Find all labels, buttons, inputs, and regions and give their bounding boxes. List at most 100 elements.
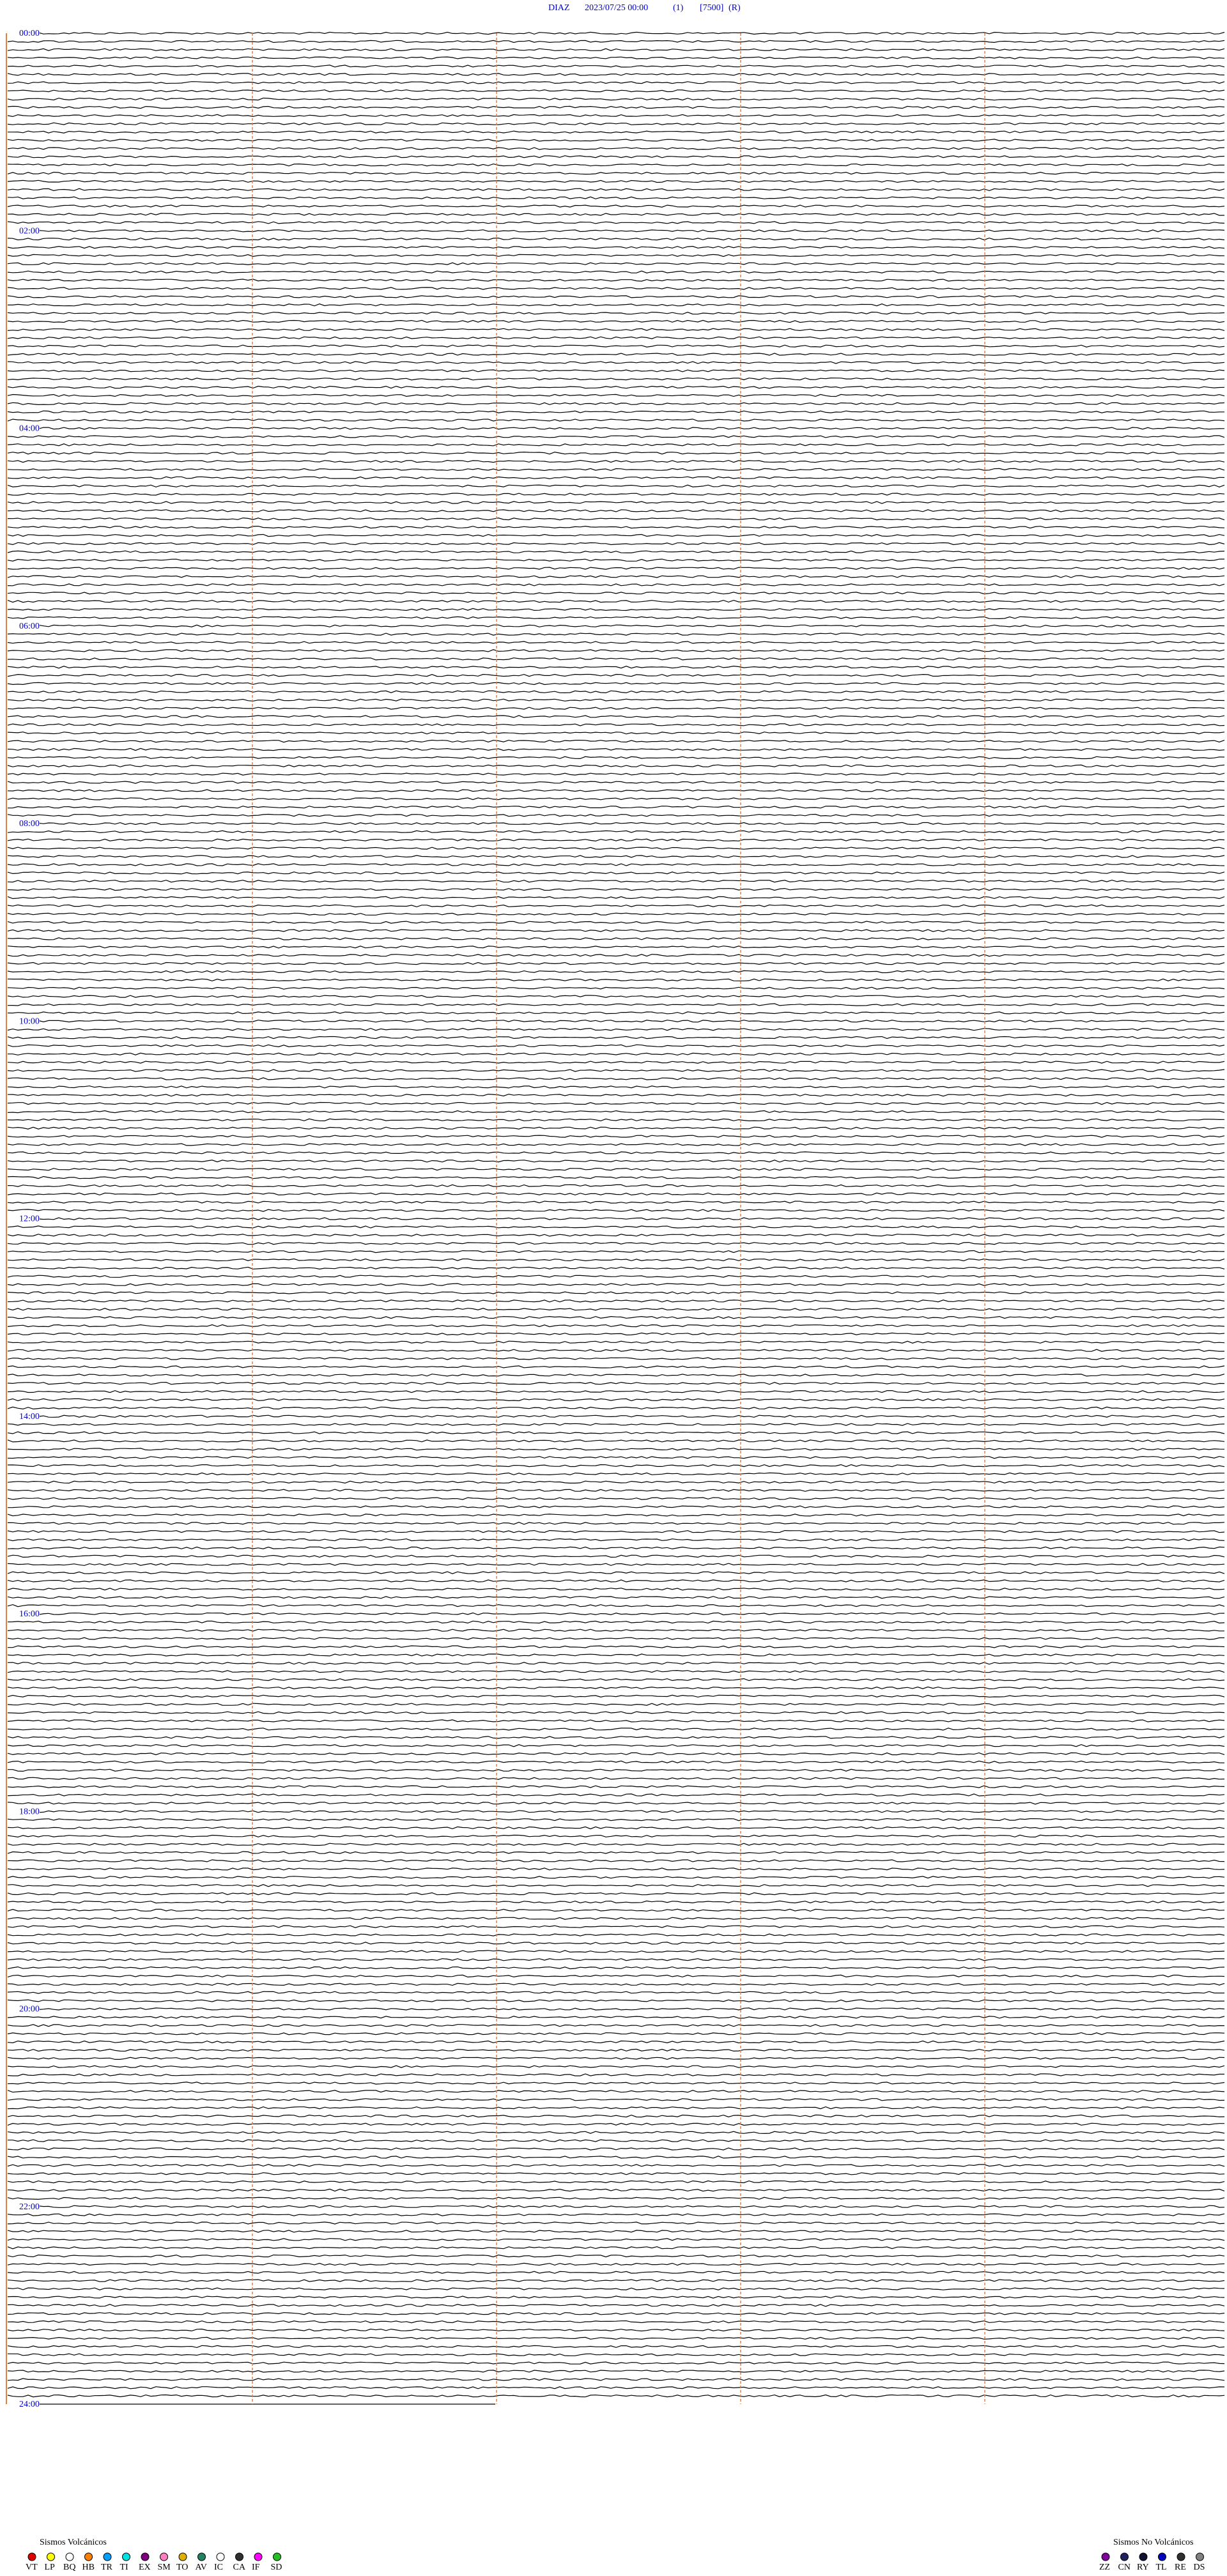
legend-code: HB [82, 2563, 95, 2572]
trace [7, 1291, 1225, 1294]
trace [7, 1859, 1225, 1862]
legend-code: CA [233, 2563, 246, 2572]
trace [7, 1176, 1225, 1179]
trace [7, 1300, 1225, 1303]
trace [7, 871, 1225, 875]
trace [7, 962, 1225, 965]
trace [7, 550, 1225, 554]
legend-code: TR [101, 2563, 113, 2572]
trace [7, 1629, 1224, 1632]
label-bg [8, 621, 40, 630]
trace [7, 772, 1225, 776]
trace [8, 1266, 1225, 1270]
trace [7, 1143, 1225, 1146]
trace [7, 707, 1225, 710]
label-bg [8, 1411, 40, 1420]
trace [7, 254, 1225, 257]
trace [7, 682, 1225, 686]
trace [7, 1785, 1225, 1788]
time-label: 12:00 [19, 1215, 40, 1224]
trace [7, 583, 1225, 586]
legend-code: VT [26, 2563, 38, 2572]
legend-dot [254, 2552, 263, 2561]
trace [7, 1126, 1225, 1130]
trace [7, 1110, 1225, 1114]
trace [7, 1933, 1225, 1936]
legend-dot [84, 2552, 93, 2561]
label-bg [8, 2400, 40, 2408]
trace [7, 2024, 1225, 2027]
label-bg [8, 1214, 40, 1223]
trace [7, 2230, 1225, 2233]
trace [7, 2172, 1225, 2175]
trace [7, 986, 1225, 990]
trace [7, 1307, 1225, 1311]
trace [7, 1744, 1225, 1747]
trace [7, 723, 1225, 726]
trace [7, 1225, 1225, 1229]
legend-code: LP [45, 2563, 56, 2572]
trace [7, 1069, 1225, 1072]
trace [7, 1135, 1225, 1138]
trace [7, 1423, 1225, 1426]
trace [7, 443, 1225, 447]
trace [7, 2353, 1225, 2356]
trace [7, 591, 1225, 595]
time-label: 00:00 [19, 29, 40, 38]
trace [7, 1077, 1225, 1080]
trace [7, 336, 1225, 340]
trace [7, 2007, 1225, 2011]
trace [7, 1324, 1225, 1328]
trace [7, 1752, 1225, 1756]
trace [7, 830, 1225, 834]
legend-dot [197, 2552, 206, 2561]
trace [7, 1579, 1225, 1583]
legend-dot [178, 2552, 187, 2561]
legend-dot [1177, 2552, 1185, 2561]
trace [7, 1694, 1225, 1698]
legend-dot [1101, 2552, 1110, 2561]
legend-code: CN [1118, 2563, 1131, 2572]
trace [7, 328, 1225, 332]
trace [7, 558, 1224, 562]
legend-dot [65, 2552, 74, 2561]
trace [7, 822, 1225, 825]
trace [7, 1250, 1225, 1254]
legend-code: RE [1175, 2563, 1186, 2572]
trace [7, 1390, 1225, 1393]
trace [7, 1942, 1225, 1945]
trace [7, 402, 1225, 406]
legend-code: SD [271, 2563, 282, 2572]
trace [7, 1538, 1225, 1542]
trace [7, 1653, 1225, 1657]
trace [8, 2336, 1225, 2340]
time-label: 24:00 [19, 2400, 40, 2409]
mode: (R) [729, 3, 741, 13]
legend-dot [160, 2552, 168, 2561]
trace [7, 929, 1225, 932]
trace [7, 1497, 1225, 1500]
trace [7, 1464, 1225, 1468]
trace [7, 369, 1225, 372]
trace [7, 847, 1225, 850]
trace [7, 1036, 1225, 1039]
header: DIAZ 2023/07/25 00:00 (1) [7500] (R) [548, 3, 741, 13]
trace [7, 732, 1225, 735]
trace [7, 2296, 1225, 2299]
trace [7, 953, 1225, 957]
legend-dot [273, 2552, 281, 2561]
trace [7, 40, 1225, 43]
trace [7, 188, 1225, 192]
trace [7, 1760, 1225, 1764]
trace [7, 2040, 1225, 2044]
trace [7, 2386, 1225, 2389]
trace [7, 1234, 1225, 1237]
trace [7, 2221, 1225, 2225]
trace [7, 105, 1225, 109]
trace [7, 896, 1225, 900]
trace [7, 1966, 1225, 1970]
trace [7, 921, 1225, 924]
trace [7, 1514, 1225, 1517]
trace [7, 1991, 1224, 1994]
trace [7, 2114, 1225, 2118]
